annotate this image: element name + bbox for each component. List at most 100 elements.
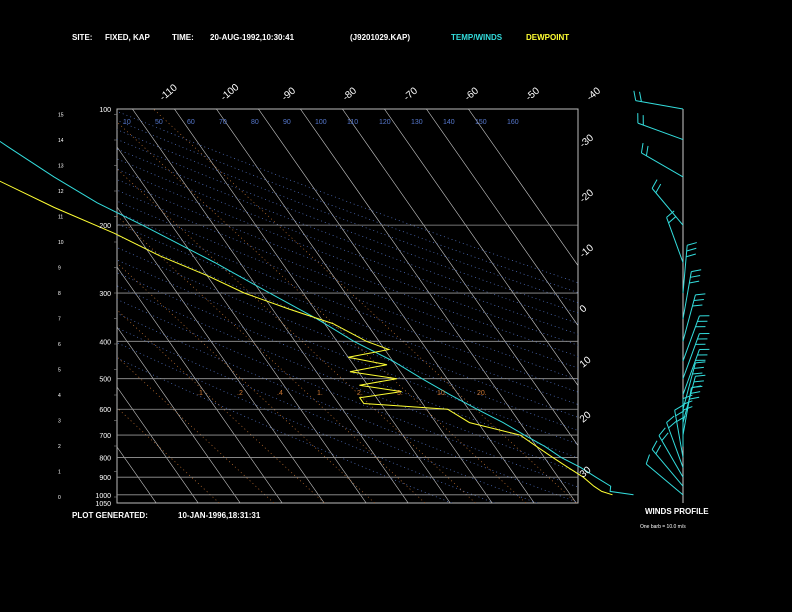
winds-panel: WINDS PROFILE One barb = 10.0 m/s	[633, 90, 710, 530]
isotherm-line	[132, 109, 409, 503]
wind-barb-flag	[692, 372, 703, 375]
pressure-tick-label: 200	[99, 223, 111, 230]
wind-barb-flag	[666, 210, 675, 218]
height-tick-label: 4	[58, 393, 61, 399]
isotherm-line	[117, 266, 283, 503]
mixing-ratio-line	[117, 309, 325, 503]
isotherm-line	[216, 109, 493, 503]
wind-barb-flag	[661, 432, 669, 441]
plot-frame	[116, 108, 579, 504]
file-value: (J9201029.KAP)	[350, 33, 410, 42]
wind-barb-flag	[633, 90, 637, 101]
isotherm-label-right: 0	[578, 303, 590, 315]
dry-adiabat-line	[117, 272, 578, 459]
height-tick-label: 5	[58, 368, 61, 374]
mixing-ratio-label: .1	[197, 390, 203, 397]
adiabat-label: 60	[187, 119, 195, 126]
wind-barb	[658, 435, 684, 478]
wind-barb	[682, 349, 700, 395]
adiabat-label: 120	[379, 119, 391, 126]
isotherm-line	[174, 109, 451, 503]
mixing-ratio-lines	[117, 109, 577, 503]
generated-value: 10-JAN-1996,18:31:31	[178, 511, 261, 520]
isotherm-label-top: -80	[341, 85, 359, 103]
adiabat-label: 80	[251, 119, 259, 126]
isotherm-label-top: -70	[402, 85, 420, 103]
isotherm-line	[468, 109, 578, 267]
wind-barb-flag	[639, 91, 642, 102]
wind-barb	[666, 217, 684, 263]
wind-barb-flag	[693, 298, 704, 301]
wind-barb-flag	[692, 385, 703, 388]
adiabat-label: 140	[443, 119, 455, 126]
wind-barb	[682, 362, 696, 410]
wind-barb-flag	[658, 427, 666, 436]
generated-label: PLOT GENERATED:	[72, 511, 148, 520]
isotherm-label-right: -30	[578, 132, 596, 150]
mixing-ratio-label: 1.	[317, 390, 323, 397]
wind-barb-flag	[640, 142, 644, 154]
wind-barb	[682, 315, 700, 362]
isotherm-label-right: 10	[578, 354, 594, 370]
mixing-ratio-label: .4	[277, 390, 283, 397]
dry-adiabat-line	[117, 148, 578, 324]
winds-title: WINDS PROFILE	[645, 507, 709, 516]
site-label: SITE:	[72, 33, 92, 42]
isotherm-line	[258, 109, 535, 503]
isotherm-line	[117, 146, 367, 503]
pressure-tick-label: 900	[99, 475, 111, 482]
wind-barb-flag	[651, 179, 658, 189]
mixing-ratio-line	[153, 109, 577, 503]
dry-adiabat-line	[117, 299, 578, 488]
wind-barb	[682, 245, 688, 294]
wind-barb-flag	[645, 454, 650, 465]
height-tick-label: 8	[58, 291, 61, 297]
pressure-tick-label: 600	[99, 407, 111, 414]
mixing-ratio-label: 20.	[477, 390, 487, 397]
isotherms	[0, 109, 578, 503]
isotherm-label-right: 20	[578, 409, 594, 425]
site-value: FIXED, KAP	[105, 33, 151, 42]
pressure-tick-label: 400	[99, 339, 111, 346]
pressure-tick-label: 1000	[95, 493, 111, 500]
dry-adiabat-line	[117, 200, 578, 381]
wind-barb-flag	[695, 361, 706, 364]
isotherm-label-right: -20	[578, 187, 596, 205]
mixing-ratio-label: 2.	[357, 390, 363, 397]
wind-barb	[651, 449, 684, 487]
wind-barb	[682, 294, 696, 342]
wind-barb-flag	[655, 444, 662, 455]
isotherm-line	[117, 386, 199, 503]
dry-adiabat-line	[117, 158, 578, 335]
dry-adiabat-line	[117, 120, 578, 293]
isotherm-label-top: -110	[158, 82, 180, 103]
isotherm-label-top: -90	[280, 85, 298, 103]
wind-barb	[666, 422, 684, 468]
height-tick-label: 14	[58, 138, 64, 144]
pressure-tick-label: 1050	[95, 501, 111, 508]
isobars	[117, 224, 578, 496]
wind-barb-flag	[690, 391, 701, 394]
isotherm-line	[300, 109, 577, 503]
wind-barb	[635, 100, 684, 110]
height-tick-label: 9	[58, 266, 61, 272]
wind-barb-flag	[691, 269, 702, 273]
wind-barb	[637, 122, 684, 141]
wind-barb	[682, 271, 692, 320]
isotherm-line	[426, 109, 578, 327]
height-tick-label: 0	[58, 495, 61, 501]
wind-barb-flag	[695, 374, 706, 377]
wind-barb-flag	[668, 215, 677, 224]
mixing-ratio-label: 10.	[437, 390, 447, 397]
wind-barb-flag	[687, 242, 697, 246]
height-tick-label: 3	[58, 419, 61, 425]
footer: PLOT GENERATED: 10-JAN-1996,18:31:31	[72, 511, 261, 520]
wind-barb	[682, 333, 700, 379]
wind-barb-flag	[689, 280, 700, 284]
wind-barb	[645, 463, 684, 496]
legend-dewpoint: DEWPOINT	[526, 33, 569, 42]
pressure-tick-label: 300	[99, 291, 111, 298]
pressure-tick-label: 100	[99, 107, 111, 114]
isotherm-line	[0, 109, 30, 503]
